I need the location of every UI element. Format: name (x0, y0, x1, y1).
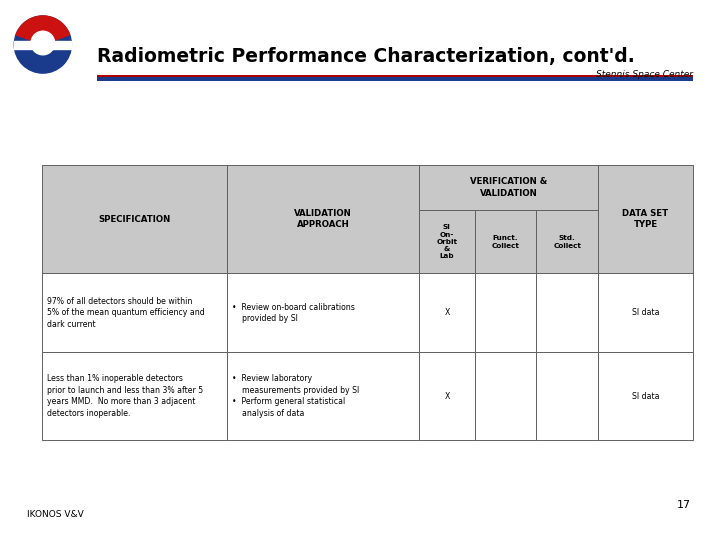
Text: Less than 1% inoperable detectors
prior to launch and less than 3% after 5
years: Less than 1% inoperable detectors prior … (47, 374, 203, 418)
Text: Funct.
Collect: Funct. Collect (492, 235, 519, 248)
Text: NASA: NASA (31, 38, 55, 48)
Text: SI data: SI data (631, 308, 660, 317)
Bar (97, 77, 693, 81)
Text: 17: 17 (677, 500, 691, 510)
Text: Radiometric Performance Characterization, cont'd.: Radiometric Performance Characterization… (97, 47, 635, 66)
Text: VALIDATION
APPROACH: VALIDATION APPROACH (294, 208, 352, 230)
Text: DATA SET
TYPE: DATA SET TYPE (622, 208, 668, 230)
Bar (97, 75, 693, 77)
Wedge shape (16, 16, 70, 40)
Text: 97% of all detectors should be within
5% of the mean quantum efficiency and
dark: 97% of all detectors should be within 5%… (47, 297, 204, 329)
Text: X: X (444, 308, 449, 317)
Text: Std.
Collect: Std. Collect (554, 235, 581, 248)
Text: SPECIFICATION: SPECIFICATION (99, 214, 171, 224)
Circle shape (31, 31, 55, 55)
Text: IKONOS V&V: IKONOS V&V (27, 510, 84, 519)
Text: •  Review on-board calibrations
    provided by SI: • Review on-board calibrations provided … (233, 302, 355, 323)
Text: NASA: NASA (30, 40, 56, 49)
Bar (14, 40, 71, 49)
Text: SI
On-
Orbit
&
Lab: SI On- Orbit & Lab (436, 225, 457, 259)
Text: Stennis Space Center: Stennis Space Center (595, 70, 693, 79)
Text: •  Review laboratory
    measurements provided by SI
•  Perform general statisti: • Review laboratory measurements provide… (233, 374, 359, 418)
Text: X: X (444, 392, 449, 401)
Text: VERIFICATION &
VALIDATION: VERIFICATION & VALIDATION (470, 177, 547, 198)
Circle shape (14, 16, 71, 73)
Text: SI data: SI data (631, 392, 660, 401)
